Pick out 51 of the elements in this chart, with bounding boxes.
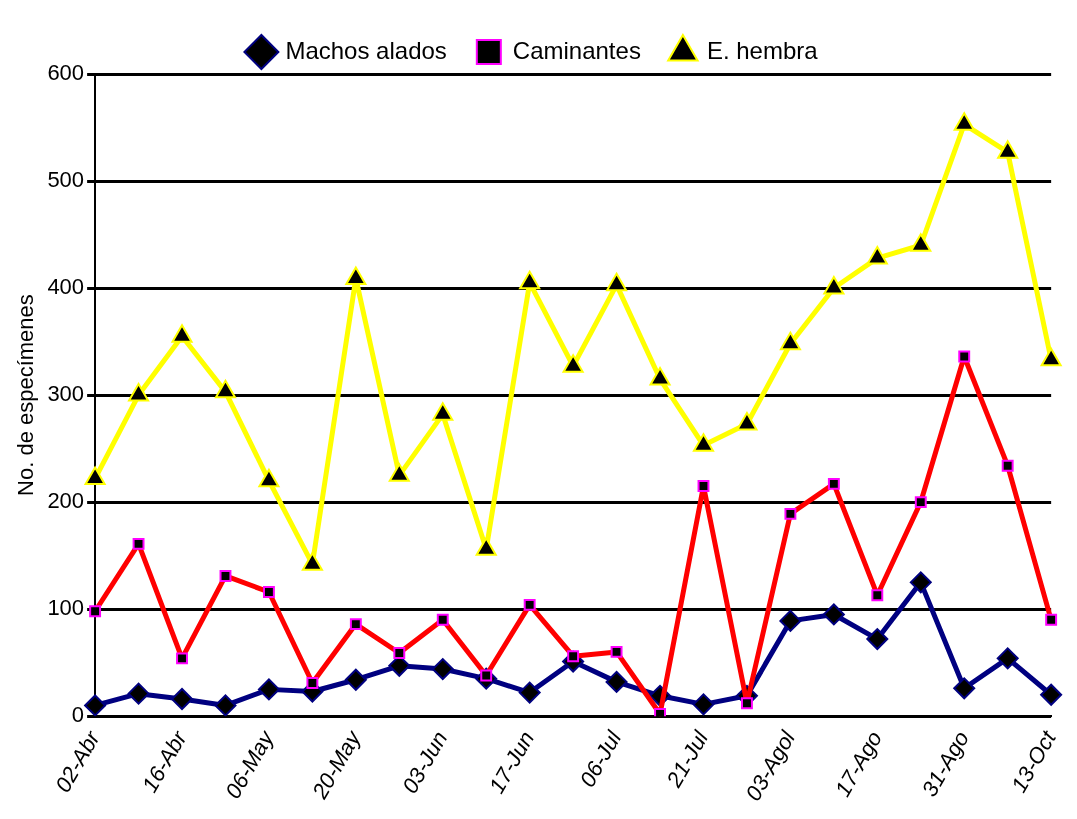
y-axis-title: No. de especímenes	[13, 294, 39, 496]
point	[866, 246, 888, 265]
point	[518, 681, 541, 704]
point	[953, 112, 975, 131]
point	[736, 411, 758, 431]
legend-label: Machos alados	[285, 36, 447, 64]
point	[823, 276, 845, 295]
point	[475, 537, 497, 556]
point	[997, 140, 1019, 159]
point	[779, 331, 801, 351]
point	[432, 402, 454, 421]
point	[301, 552, 323, 571]
y-tick-label: 500	[47, 167, 85, 193]
point	[127, 682, 150, 705]
point	[649, 367, 671, 386]
y-tick-label: 0	[71, 702, 85, 728]
y-tick-label: 200	[47, 488, 85, 514]
point	[562, 354, 584, 373]
point	[996, 647, 1019, 670]
y-tick-label: 400	[47, 274, 85, 300]
y-tick-label: 100	[47, 595, 85, 621]
point	[257, 678, 280, 701]
point	[605, 670, 628, 693]
point	[866, 628, 889, 651]
point	[171, 324, 193, 343]
point	[214, 694, 237, 717]
legend-label: E. hembra	[706, 36, 819, 64]
point	[214, 379, 236, 399]
point	[345, 266, 367, 285]
point	[519, 270, 541, 290]
point	[431, 658, 454, 681]
point	[1040, 347, 1062, 367]
y-tick-label: 300	[47, 381, 85, 407]
point	[909, 571, 932, 594]
point	[388, 463, 410, 482]
point	[344, 668, 367, 691]
point	[84, 694, 107, 717]
point	[692, 433, 715, 452]
point	[606, 272, 628, 292]
point	[84, 466, 106, 486]
legend-label: Caminantes	[512, 36, 641, 64]
point	[779, 609, 802, 632]
point	[171, 688, 194, 711]
point	[822, 603, 845, 626]
point	[258, 468, 280, 488]
point	[910, 233, 932, 252]
point	[692, 693, 715, 716]
point	[1040, 683, 1063, 706]
point	[128, 383, 150, 402]
y-tick-label: 600	[47, 60, 85, 86]
point	[953, 677, 976, 700]
